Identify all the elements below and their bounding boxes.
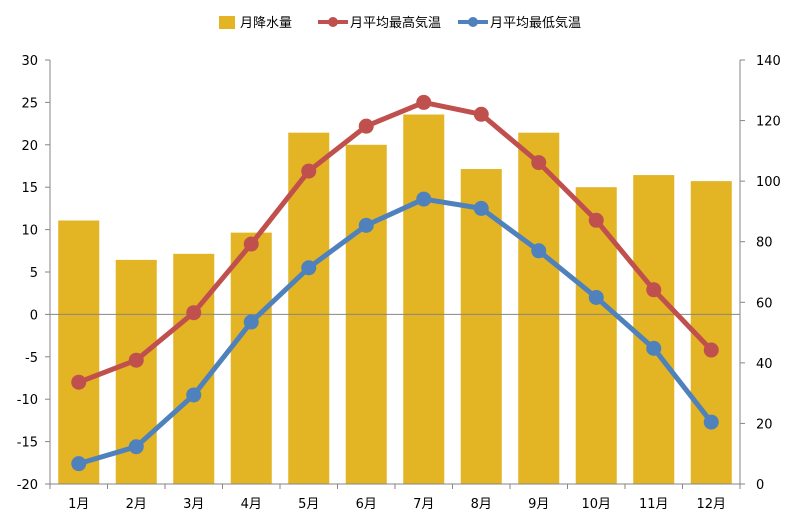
point-low-12 (703, 414, 719, 430)
legend-label-low: 月平均最低気温 (490, 15, 581, 31)
point-high-10 (588, 212, 604, 228)
left-tick-label: 15 (21, 181, 38, 196)
axes (45, 59, 745, 489)
point-high-1 (71, 374, 87, 390)
point-high-2 (128, 352, 144, 368)
point-low-1 (71, 456, 87, 472)
point-low-11 (646, 340, 662, 356)
right-tick-label: 120 (756, 115, 781, 130)
point-high-4 (243, 236, 259, 252)
point-high-7 (416, 94, 432, 110)
point-low-8 (473, 200, 489, 216)
point-low-5 (301, 260, 317, 276)
legend-label-precip: 月降水量 (240, 16, 292, 31)
legend-marker-precip (219, 16, 235, 29)
legend: 月降水量 月平均最高気温 月平均最低気温 (219, 15, 581, 31)
x-tick-label: 7月 (413, 497, 434, 512)
x-tick-label: 12月 (696, 497, 726, 512)
point-low-3 (186, 387, 202, 403)
x-tick-label: 6月 (356, 497, 377, 512)
bar-7 (403, 114, 445, 484)
x-tick-label: 8月 (471, 497, 492, 512)
right-tick-label: 0 (756, 478, 764, 493)
point-low-4 (243, 314, 259, 330)
left-tick-label: 5 (30, 266, 38, 281)
line-low (76, 196, 714, 467)
right-tick-label: 140 (756, 54, 781, 69)
left-tick-label: -5 (25, 351, 38, 366)
bar-9 (518, 132, 560, 484)
legend-label-high: 月平均最高気温 (350, 15, 441, 31)
legend-marker-high (328, 17, 338, 27)
point-low-2 (128, 439, 144, 455)
point-high-5 (301, 163, 317, 179)
point-high-9 (531, 155, 547, 171)
right-tick-label: 40 (756, 357, 773, 372)
line-high (76, 99, 714, 385)
point-low-10 (588, 289, 604, 305)
bar-1 (58, 220, 100, 484)
right-tick-label: 80 (756, 236, 773, 251)
point-high-12 (703, 342, 719, 358)
left-tick-label: 30 (21, 54, 38, 69)
right-tick-label: 20 (756, 417, 773, 432)
line-series (71, 94, 719, 472)
x-tick-label: 2月 (126, 497, 147, 512)
left-tick-label: 20 (21, 139, 38, 154)
right-tick-label: 100 (756, 175, 781, 190)
point-high-8 (473, 106, 489, 122)
x-tick-label: 1月 (68, 497, 89, 512)
left-tick-label: 10 (21, 224, 38, 239)
x-tick-label: 4月 (241, 497, 262, 512)
x-tick-label: 5月 (298, 497, 319, 512)
x-tick-label: 10月 (581, 497, 611, 512)
x-tick-label: 9月 (528, 497, 549, 512)
left-tick-label: 0 (30, 308, 38, 323)
left-tick-label: 25 (21, 96, 38, 111)
legend-marker-low (468, 17, 478, 27)
bar-3 (173, 253, 215, 484)
point-high-6 (358, 118, 374, 134)
bar-10 (575, 187, 617, 484)
x-tick-label: 3月 (183, 497, 204, 512)
bar-11 (633, 175, 675, 485)
point-low-7 (416, 191, 432, 207)
tick-labels: 30 25 20 15 10 5 0 -5 -10 -15 -20 140 120 100 80 60 40 20… (17, 54, 781, 512)
x-tick-label: 11月 (639, 497, 669, 512)
point-high-3 (186, 305, 202, 321)
right-tick-label: 60 (756, 296, 773, 311)
left-tick-label: -10 (17, 393, 38, 408)
point-low-6 (358, 217, 374, 233)
left-tick-label: -15 (17, 436, 38, 451)
left-tick-label: -20 (17, 478, 38, 493)
bar-4 (230, 232, 272, 484)
point-high-11 (646, 282, 662, 298)
point-low-9 (531, 243, 547, 259)
